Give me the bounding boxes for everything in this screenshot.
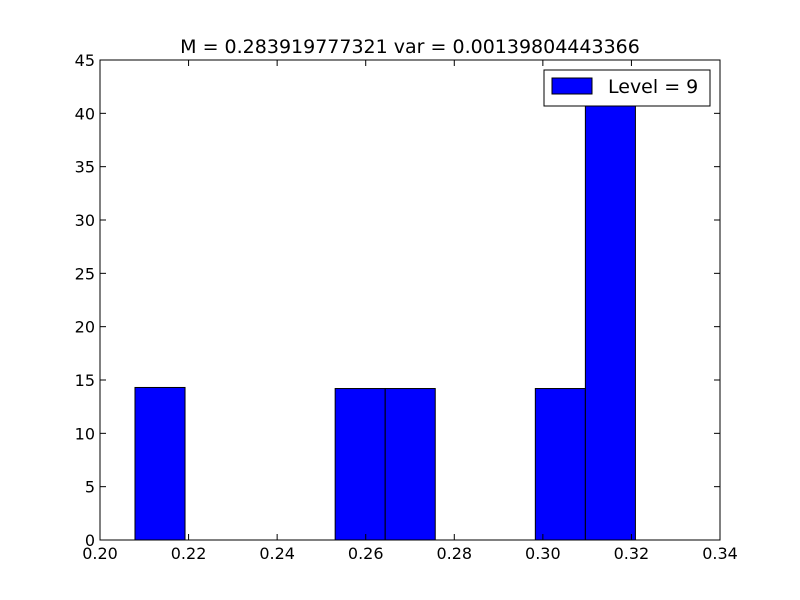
y-tick-label: 5	[85, 478, 95, 497]
y-tick-label: 35	[75, 158, 95, 177]
bars-group	[134, 81, 636, 541]
plot-frame	[99, 59, 721, 541]
histogram-bar	[334, 388, 386, 541]
y-tick-label: 15	[75, 371, 95, 390]
y-tick-label: 10	[75, 424, 95, 443]
x-tick-label: 0.20	[82, 544, 118, 563]
y-tick-label: 0	[85, 531, 95, 550]
x-tick-label: 0.22	[171, 544, 207, 563]
x-tick-label: 0.34	[702, 544, 738, 563]
legend-label: Level = 9	[608, 76, 698, 98]
axis-ticks: 0.20 0.22 0.24 0.26 0.28 0.30 0.32 0.34 0 5 10 15 20…	[75, 51, 738, 563]
legend: Level = 9	[543, 69, 711, 107]
x-tick-label: 0.24	[259, 544, 295, 563]
x-tick-label: 0.28	[436, 544, 472, 563]
y-tick-label: 30	[75, 211, 95, 230]
histogram-bar	[534, 388, 586, 541]
histogram-bar	[134, 386, 186, 541]
histogram-bar	[384, 388, 436, 541]
legend-swatch	[551, 77, 593, 95]
y-tick-label: 20	[75, 318, 95, 337]
x-tick-label: 0.26	[348, 544, 384, 563]
y-tick-label: 45	[75, 51, 95, 70]
x-tick-label: 0.30	[525, 544, 561, 563]
x-tick-label: 0.32	[614, 544, 650, 563]
histogram-bar	[584, 81, 636, 541]
y-tick-label: 40	[75, 104, 95, 123]
chart-title: M = 0.283919777321 var = 0.0013980444336…	[180, 36, 640, 58]
y-tick-label: 25	[75, 264, 95, 283]
